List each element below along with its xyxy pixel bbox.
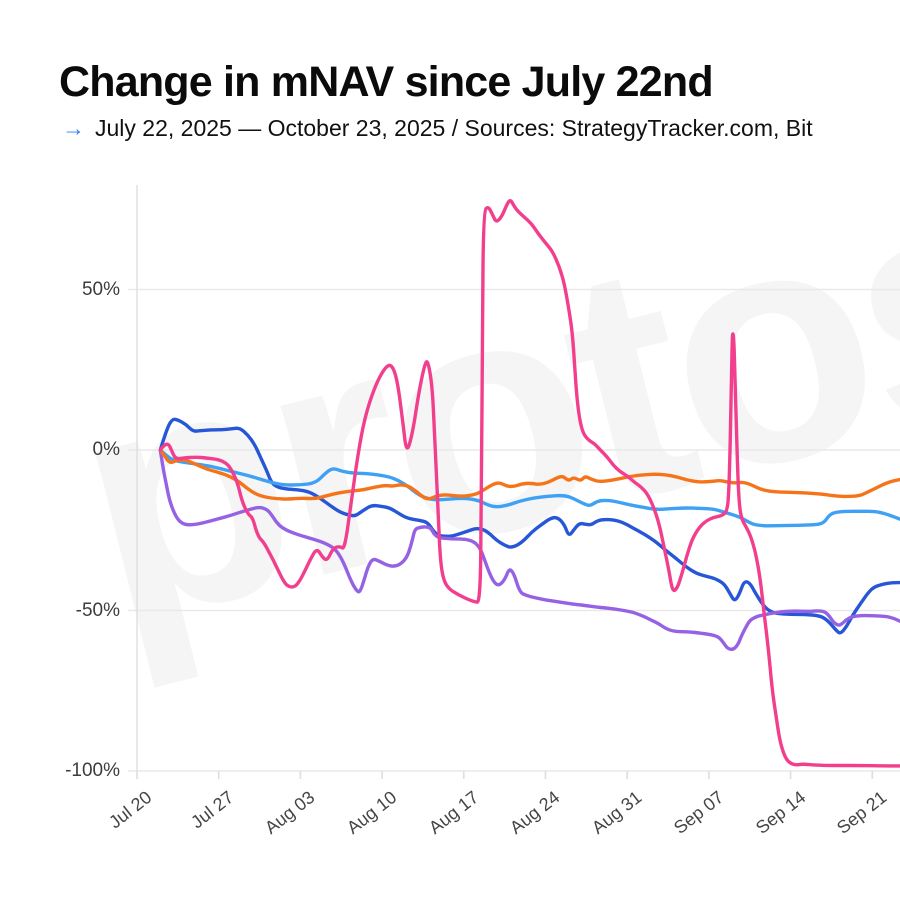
series-purple-line bbox=[158, 448, 900, 651]
subtitle-row: → July 22, 2025 — October 23, 2025 / Sou… bbox=[62, 115, 813, 142]
y-tick-label: -50% bbox=[75, 599, 120, 621]
page-title: Change in mNAV since July 22nd bbox=[59, 58, 714, 106]
y-tick-label: 50% bbox=[81, 278, 120, 300]
arrow-right-icon: → bbox=[62, 115, 85, 141]
subtitle-text: July 22, 2025 — October 23, 2025 / Sourc… bbox=[95, 115, 813, 141]
y-tick-label: -100% bbox=[65, 760, 120, 781]
series-orange-line bbox=[158, 448, 900, 501]
series-pink-line bbox=[158, 199, 900, 768]
y-tick-label: 0% bbox=[92, 439, 120, 460]
series-sky-blue-line bbox=[158, 448, 900, 528]
